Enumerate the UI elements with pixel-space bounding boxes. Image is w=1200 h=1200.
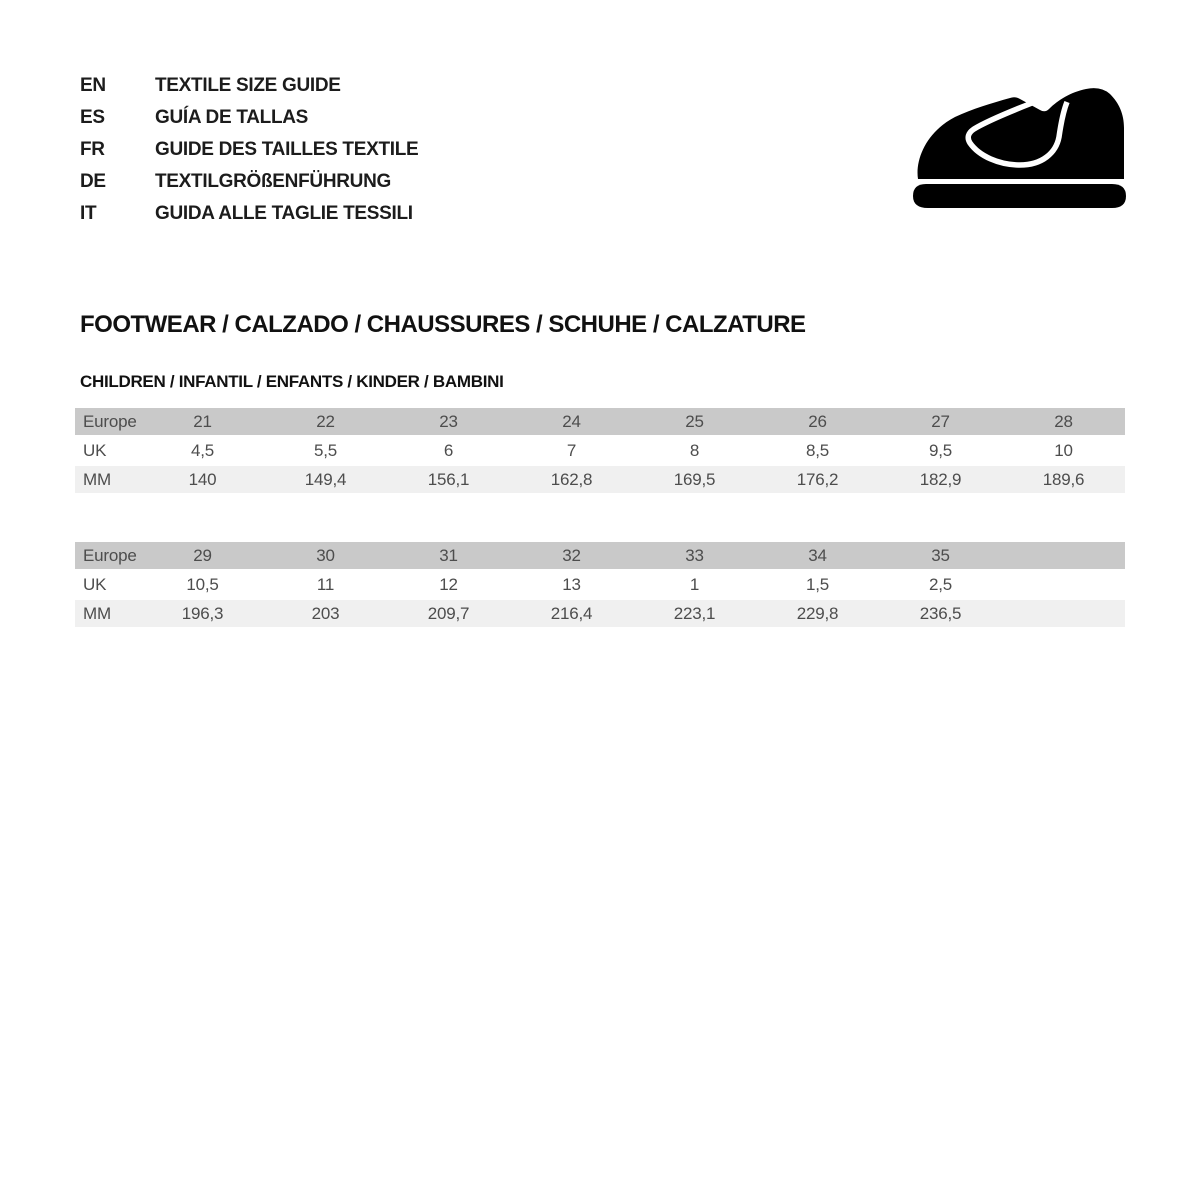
table-row-uk: UK 10,5 11 12 13 1 1,5 2,5	[75, 570, 1125, 600]
language-label: GUÍA DE TALLAS	[154, 107, 309, 128]
section-title: FOOTWEAR / CALZADO / CHAUSSURES / SCHUHE…	[80, 311, 806, 338]
row-label: MM	[75, 599, 141, 629]
size-cell: 8,5	[756, 436, 879, 466]
language-row-fr: FR GUIDE DES TAILLES TEXTILE	[80, 134, 419, 166]
language-row-de: DE TEXTILGRÖßENFÜHRUNG	[80, 166, 418, 198]
row-label: MM	[75, 465, 141, 495]
size-cell: 24	[510, 408, 633, 437]
size-cell: 236,5	[879, 599, 1002, 629]
size-cell: 223,1	[633, 599, 756, 629]
size-cell: 30	[264, 542, 387, 571]
size-cell: 22	[264, 408, 387, 437]
size-cell: 8	[633, 436, 756, 466]
size-cell: 27	[879, 408, 1002, 437]
language-row-en: EN TEXTILE SIZE GUIDE	[80, 70, 418, 102]
language-label: TEXTILE SIZE GUIDE	[154, 75, 341, 96]
language-row-es: ES GUÍA DE TALLAS	[80, 102, 418, 134]
language-code: DE	[80, 171, 106, 192]
size-cell	[1002, 570, 1125, 600]
size-cell: 10	[1002, 436, 1125, 466]
language-list: EN TEXTILE SIZE GUIDE ES GUÍA DE TALLAS …	[80, 70, 419, 230]
language-label: TEXTILGRÖßENFÜHRUNG	[154, 171, 391, 192]
size-table-29-35: Europe 29 30 31 32 33 34 35 UK 10,5 11 1…	[75, 542, 1125, 629]
language-code: ES	[80, 107, 105, 128]
size-cell: 13	[510, 570, 633, 600]
size-cell: 229,8	[756, 599, 879, 629]
size-cell: 29	[141, 542, 264, 571]
size-cell	[1002, 542, 1125, 571]
size-cell: 2,5	[879, 570, 1002, 600]
size-cell: 10,5	[141, 570, 264, 600]
language-code: IT	[80, 203, 97, 224]
size-cell: 182,9	[879, 465, 1002, 495]
size-cell: 203	[264, 599, 387, 629]
size-cell: 35	[879, 542, 1002, 571]
language-code: EN	[80, 75, 106, 96]
size-table-21-28: Europe 21 22 23 24 25 26 27 28 UK 4,5 5,…	[75, 408, 1125, 495]
size-cell: 4,5	[141, 436, 264, 466]
size-cell: 5,5	[264, 436, 387, 466]
language-code: FR	[80, 139, 105, 160]
size-cell: 169,5	[633, 465, 756, 495]
size-cell: 7	[510, 436, 633, 466]
size-cell: 149,4	[264, 465, 387, 495]
size-cell	[1002, 599, 1125, 629]
size-cell: 25	[633, 408, 756, 437]
table-row-europe: Europe 29 30 31 32 33 34 35	[75, 542, 1125, 571]
language-row-it: IT GUIDA ALLE TAGLIE TESSILI	[80, 198, 418, 230]
language-label: GUIDA ALLE TAGLIE TESSILI	[154, 203, 413, 224]
size-cell: 28	[1002, 408, 1125, 437]
row-label: Europe	[75, 542, 141, 571]
size-cell: 6	[387, 436, 510, 466]
size-cell: 216,4	[510, 599, 633, 629]
size-cell: 1	[633, 570, 756, 600]
language-label: GUIDE DES TAILLES TEXTILE	[154, 139, 419, 160]
size-cell: 33	[633, 542, 756, 571]
size-cell: 176,2	[756, 465, 879, 495]
table-row-mm: MM 196,3 203 209,7 216,4 223,1 229,8 236…	[75, 599, 1125, 629]
row-label: Europe	[75, 408, 141, 437]
size-cell: 11	[264, 570, 387, 600]
table-row-europe: Europe 21 22 23 24 25 26 27 28	[75, 408, 1125, 437]
size-cell: 189,6	[1002, 465, 1125, 495]
size-cell: 32	[510, 542, 633, 571]
size-cell: 23	[387, 408, 510, 437]
row-label: UK	[75, 570, 141, 600]
size-cell: 140	[141, 465, 264, 495]
table-row-mm: MM 140 149,4 156,1 162,8 169,5 176,2 182…	[75, 465, 1125, 495]
size-cell: 26	[756, 408, 879, 437]
children-shoe-icon	[913, 88, 1126, 208]
size-cell: 196,3	[141, 599, 264, 629]
row-label: UK	[75, 436, 141, 466]
size-cell: 12	[387, 570, 510, 600]
size-cell: 31	[387, 542, 510, 571]
size-cell: 34	[756, 542, 879, 571]
size-cell: 1,5	[756, 570, 879, 600]
size-cell: 162,8	[510, 465, 633, 495]
size-cell: 21	[141, 408, 264, 437]
table-row-uk: UK 4,5 5,5 6 7 8 8,5 9,5 10	[75, 436, 1125, 466]
size-cell: 156,1	[387, 465, 510, 495]
size-cell: 209,7	[387, 599, 510, 629]
size-cell: 9,5	[879, 436, 1002, 466]
section-subtitle: CHILDREN / INFANTIL / ENFANTS / KINDER /…	[80, 372, 504, 391]
